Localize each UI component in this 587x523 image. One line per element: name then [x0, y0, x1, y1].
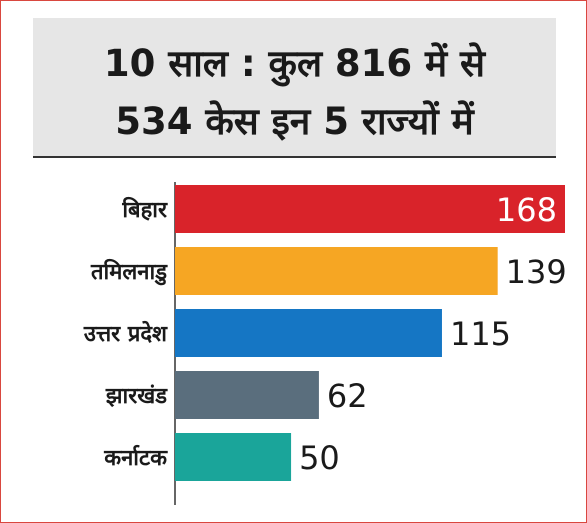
bar-2 [175, 309, 442, 357]
chart-title-line-1: 10 साल : कुल 816 में से [103, 42, 486, 85]
category-label-1: तमिलनाडु [90, 258, 168, 286]
value-label-3: 62 [327, 377, 368, 415]
bar-0 [175, 185, 565, 233]
chart-title-line-2: 534 केस इन 5 राज्यों में [115, 100, 474, 143]
bar-1 [175, 247, 498, 295]
bar-chart: बिहार 168 तमिलनाडु 139 उत्तर प्रदेश 115 झारखंड… [83, 182, 567, 505]
value-label-2: 115 [450, 315, 511, 353]
bar-4 [175, 433, 292, 481]
category-label-2: उत्तर प्रदेश [83, 320, 168, 347]
chart-header: 10 साल : कुल 816 में से 534 केस इन 5 राज… [33, 18, 556, 158]
value-label-1: 139 [506, 253, 567, 291]
category-label-3: झारखंड [105, 384, 168, 409]
value-label-4: 50 [299, 439, 340, 477]
value-label-0: 168 [496, 191, 557, 229]
category-label-4: कर्नाटक [103, 444, 168, 471]
category-label-0: बिहार [121, 196, 168, 223]
bar-3 [175, 371, 319, 419]
